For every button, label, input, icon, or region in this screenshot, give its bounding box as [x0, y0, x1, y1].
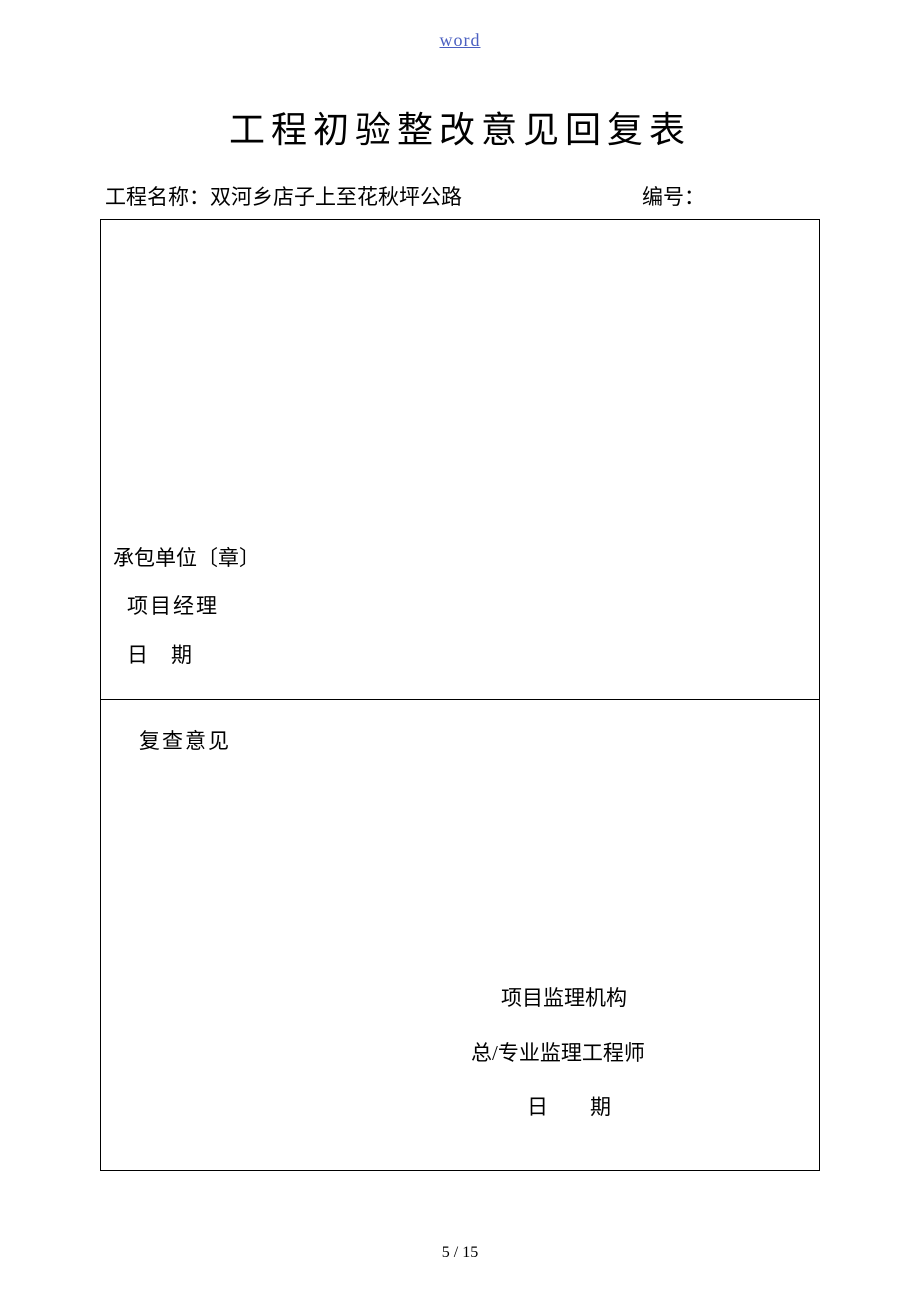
number-field: 编号：	[642, 181, 705, 211]
form-container: 承包单位〔章〕 项目经理 日 期 复查意见 项目监理机构 总/专业监理工程师 日…	[100, 219, 820, 1171]
contractor-section: 承包单位〔章〕 项目经理 日 期	[101, 220, 819, 700]
date-label-top: 日 期	[113, 631, 260, 679]
number-label: 编号：	[642, 185, 705, 209]
page-title: 工程初验整改意见回复表	[0, 101, 920, 153]
review-section: 复查意见 项目监理机构 总/专业监理工程师 日 期	[101, 700, 819, 1170]
review-opinion-label: 复查意见	[139, 725, 231, 755]
agency-label: 项目监理机构	[471, 971, 645, 1026]
project-manager-label: 项目经理	[113, 582, 260, 630]
contractor-labels: 承包单位〔章〕 项目经理 日 期	[113, 534, 260, 679]
page-footer: 5 / 15	[0, 1244, 920, 1262]
engineer-label: 总/专业监理工程师	[471, 1026, 645, 1081]
project-value: 双河乡店子上至花秋坪公路	[210, 185, 462, 209]
project-label: 工程名称：	[105, 185, 210, 209]
project-field: 工程名称：双河乡店子上至花秋坪公路	[105, 181, 642, 211]
header-link[interactable]: word	[0, 0, 920, 51]
date-label-bottom: 日 期	[471, 1080, 645, 1135]
supervisor-labels: 项目监理机构 总/专业监理工程师 日 期	[471, 971, 645, 1135]
meta-row: 工程名称：双河乡店子上至花秋坪公路 编号：	[0, 181, 920, 211]
contractor-seal-label: 承包单位〔章〕	[113, 534, 260, 582]
